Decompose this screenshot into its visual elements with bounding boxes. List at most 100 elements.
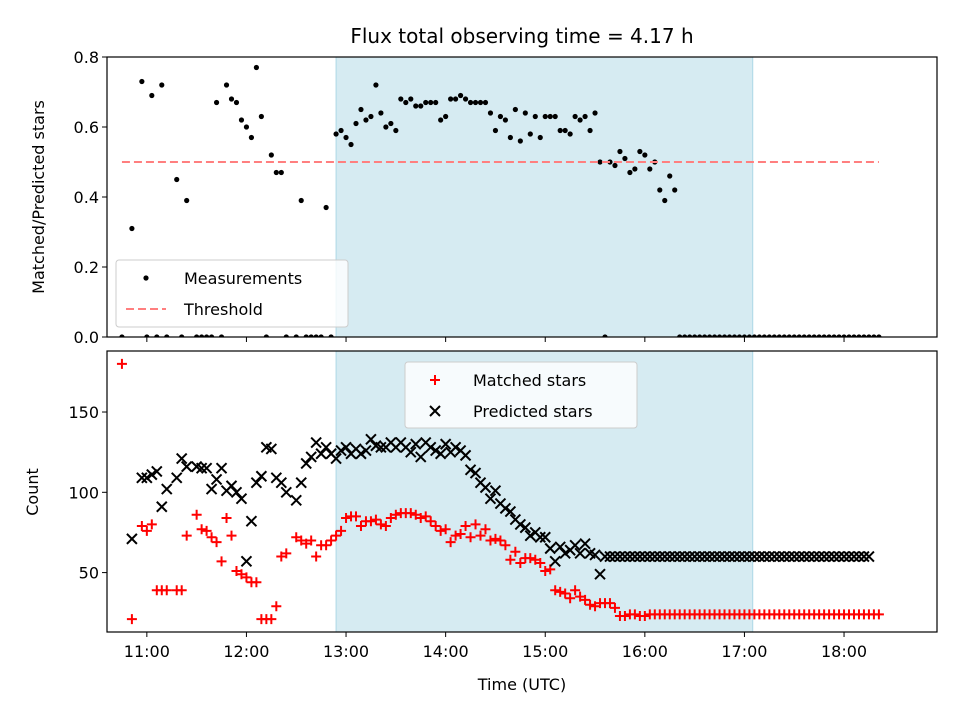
matched-stars-point [560, 588, 571, 599]
predicted-stars-point [813, 550, 825, 563]
measurement-point [826, 334, 832, 337]
measurement-point [522, 110, 528, 116]
predicted-stars-point [858, 550, 870, 563]
legend-label: Matched stars [473, 371, 586, 390]
measurement-point [263, 334, 269, 337]
measurement-point [278, 169, 284, 176]
predicted-stars-point [519, 521, 532, 534]
measurement-point [208, 334, 215, 337]
predicted-stars-point [305, 451, 317, 463]
measurement-point [238, 117, 245, 123]
predicted-stars-point [743, 550, 756, 563]
y-tick-label-top: 0.4 [74, 188, 99, 207]
matched-stars-point [460, 521, 471, 532]
predicted-stars-point [853, 550, 865, 563]
y-tick-label-top: 0.6 [74, 118, 99, 137]
measurement-point [457, 92, 464, 99]
matched-stars-point [390, 509, 401, 520]
matched-stars-point [535, 557, 546, 568]
measurement-point [846, 334, 852, 337]
predicted-stars-point [748, 550, 761, 563]
measurement-point [517, 138, 523, 144]
matched-stars-point [326, 535, 337, 546]
measurement-point [507, 134, 513, 141]
measurement-point [482, 99, 489, 106]
predicted-stars-point [290, 494, 302, 507]
measurement-point [746, 334, 753, 337]
matched-stars-point [550, 585, 561, 596]
matched-stars-point [565, 593, 576, 604]
measurement-point [542, 113, 548, 120]
matched-stars-point [146, 519, 157, 530]
predicted-stars-point [330, 452, 342, 465]
matched-stars-point [415, 512, 426, 523]
x-tick-label: 14:00 [423, 642, 469, 661]
measurement-point [741, 334, 748, 337]
measurement-point [298, 197, 304, 204]
measurement-point [831, 334, 837, 337]
predicted-stars-point [818, 550, 830, 563]
predicted-stars-point [405, 446, 417, 458]
predicted-stars-point [310, 436, 322, 449]
predicted-stars-point [778, 550, 790, 563]
measurement-point [871, 334, 877, 337]
predicted-stars-point [235, 493, 248, 505]
predicted-stars-point [823, 550, 835, 563]
y-tick-label-bottom: 50 [79, 564, 99, 583]
measurement-point [687, 334, 693, 337]
predicted-stars-point [375, 441, 387, 454]
matched-stars-point [495, 535, 506, 546]
measurement-point [268, 152, 274, 158]
predicted-stars-point [315, 448, 327, 460]
measurement-point [771, 334, 777, 337]
measurement-point [293, 334, 299, 337]
measurement-point [348, 141, 354, 148]
measurement-point [428, 99, 434, 106]
measurement-point [462, 96, 469, 102]
predicted-stars-point [215, 462, 228, 474]
measurement-point [398, 96, 404, 102]
predicted-stars-point [688, 550, 701, 563]
measurement-point [627, 169, 633, 176]
predicted-stars-point [693, 550, 706, 563]
measurement-point [751, 334, 757, 337]
predicted-stars-point [728, 550, 741, 563]
predicted-stars-point [763, 550, 776, 563]
matched-stars-point [321, 540, 332, 551]
measurement-point [761, 334, 767, 337]
measurement-point [597, 159, 603, 165]
measurement-point [801, 334, 807, 337]
chart-title: Flux total observing time = 4.17 h [350, 24, 693, 48]
y-tick-label-top: 0.2 [74, 258, 99, 277]
predicted-stars-point [156, 501, 168, 513]
matched-stars-point [161, 585, 172, 596]
predicted-stars-point [838, 550, 850, 563]
predicted-stars-point [569, 539, 581, 551]
measurement-point [672, 187, 678, 193]
measurement-point [273, 169, 279, 176]
measurement-point [303, 334, 309, 337]
measurement-point [592, 110, 598, 116]
y-tick-label-bottom: 150 [68, 403, 99, 422]
measurement-point [283, 334, 289, 337]
axes-frame-bottom [106, 350, 938, 633]
predicted-stars-point [479, 481, 492, 494]
predicted-stars-point [295, 476, 307, 489]
measurement-point [353, 120, 359, 127]
predicted-stars-point [335, 444, 347, 457]
matched-stars-point [470, 519, 481, 530]
measurement-point [811, 334, 817, 337]
matched-stars-point [211, 537, 222, 548]
measurement-point [512, 106, 518, 113]
predicted-stars-point [863, 550, 875, 563]
measurement-point [582, 113, 588, 120]
predicted-stars-point [559, 547, 571, 560]
predicted-stars-point [360, 444, 372, 457]
matched-stars-point [604, 598, 615, 609]
predicted-stars-point [718, 550, 731, 563]
measurement-point [667, 173, 673, 179]
matched-stars-point [365, 516, 376, 527]
predicted-stars-point [205, 483, 218, 495]
measurement-point [467, 99, 474, 106]
measurement-point [527, 131, 533, 137]
